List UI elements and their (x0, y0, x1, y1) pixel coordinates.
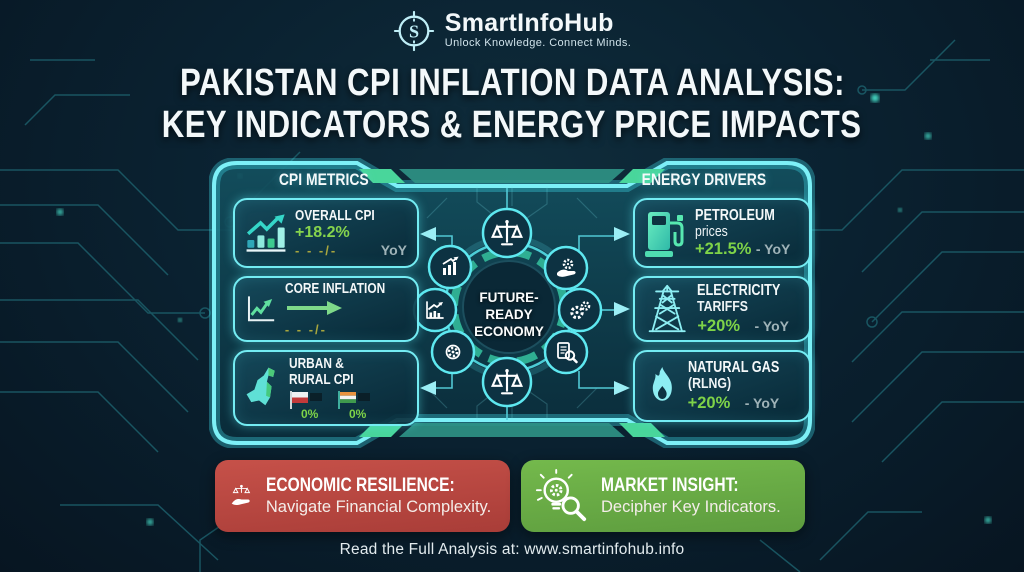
petroleum-text: PETROLEUM prices +21.5% - YoY (695, 207, 792, 259)
electricity-value: +20% (697, 317, 741, 335)
core-inflation-title: CORE INFLATION (284, 281, 386, 297)
top-notch-right-accent (619, 169, 665, 183)
energy-drivers-header: ENERGY DRIVERS (641, 170, 767, 189)
natural-gas-subtitle: (RLNG) (687, 375, 731, 392)
top-notch-strip (399, 169, 625, 183)
tricolor-flag-icon (338, 390, 370, 409)
electricity-period: - YoY (754, 318, 790, 334)
flag-cell-2: 0% (337, 390, 371, 421)
red-white-flag-icon (290, 390, 322, 409)
market-insight-text: MARKET INSIGHT: Decipher Key Indicators. (601, 475, 781, 517)
hand-gear-icon-node (543, 245, 589, 291)
core-inflation-card: CORE INFLATION - - -/- (233, 276, 419, 342)
flags-row: 0% 0% (289, 390, 407, 421)
fuel-pump-icon (645, 212, 684, 257)
scale-hand-icon (231, 484, 251, 506)
electricity-card: ELECTRICITY TARIFFS +20% - YoY (633, 276, 811, 342)
pakistan-map-icon (246, 367, 275, 406)
petroleum-title: PETROLEUM (695, 207, 775, 224)
hub-label: FUTURE-READY ECONOMY (474, 290, 544, 339)
trend-flat-arrow-icon (286, 301, 342, 315)
core-inflation-dashes: - - -/- (284, 322, 327, 337)
power-tower-icon (648, 284, 686, 333)
economic-resilience-title: ECONOMIC RESILIENCE: (265, 475, 455, 496)
overall-cpi-dashes: - - -/- (295, 243, 338, 258)
hub-satellites (412, 207, 603, 408)
petroleum-subtitle: prices (695, 223, 728, 240)
overall-cpi-text: OVERALL CPI +18.2% - - -/- YoY (295, 208, 407, 258)
gears-icon-node (557, 287, 603, 333)
urban-rural-cpi-card: URBAN & RURAL CPI 0% (233, 350, 419, 426)
overall-cpi-period: YoY (380, 242, 407, 258)
bulb-gear-search-icon (535, 469, 587, 522)
bar-chart-arrow-icon-node (427, 244, 473, 290)
petroleum-period: - YoY (755, 241, 791, 257)
natural-gas-card: NATURAL GAS (RLNG) +20% - YoY (633, 350, 811, 422)
line-chart-icon (247, 296, 275, 322)
panel-frame (212, 161, 812, 445)
top-notch-left-accent (359, 169, 405, 183)
page-title: PAKISTAN CPI INFLATION DATA ANALYSIS: KE… (0, 62, 1024, 146)
hub-inner-circle (462, 260, 556, 354)
economic-resilience-subtitle: Navigate Financial Complexity. (265, 498, 492, 516)
electricity-title: ELECTRICITY (697, 282, 781, 299)
flame-icon (652, 366, 672, 401)
main-panel: CPI METRICS ENERGY DRIVERS FUTURE-READY E… (209, 158, 815, 448)
urban-rural-text: URBAN & RURAL CPI 0% (289, 356, 407, 421)
bar-chart-up-icon (246, 214, 286, 252)
footer-text: Read the Full Analysis at: www.smartinfo… (339, 541, 685, 558)
bottom-notch-strip (399, 423, 625, 437)
flag-2-value: 0% (349, 406, 367, 421)
core-inflation-text: CORE INFLATION - - -/- (285, 281, 407, 337)
line-bar-chart-icon-node (412, 287, 458, 333)
overall-cpi-value: +18.2% (295, 224, 350, 241)
natural-gas-value: +20% (687, 394, 731, 412)
scales-icon-bottom (481, 356, 533, 408)
economic-resilience-text: ECONOMIC RESILIENCE: Navigate Financial … (266, 475, 496, 517)
bottom-notch-left-accent (359, 423, 405, 437)
doc-search-icon-node (543, 329, 589, 375)
urban-rural-title: URBAN & RURAL CPI (289, 355, 354, 388)
economic-resilience-card: ECONOMIC RESILIENCE: Navigate Financial … (215, 460, 510, 532)
natural-gas-text: NATURAL GAS (RLNG) +20% - YoY (688, 359, 799, 413)
market-insight-title: MARKET INSIGHT: (601, 475, 739, 496)
scales-icon-top (481, 207, 533, 259)
petroleum-value: +21.5% (695, 240, 752, 258)
bottom-notch-right-accent (619, 423, 665, 437)
electricity-text: ELECTRICITY TARIFFS +20% - YoY (697, 282, 799, 336)
natural-gas-period: - YoY (744, 395, 780, 411)
svg-text:S: S (409, 22, 419, 42)
flag-cell-1: 0% (289, 390, 323, 421)
smartinfohub-logo-icon: S (393, 10, 434, 52)
brand-header: S SmartInfoHub Unlock Knowledge. Connect… (0, 10, 1024, 52)
wheel-icon-node (430, 329, 476, 375)
market-insight-card: MARKET INSIGHT: Decipher Key Indicators. (521, 460, 805, 532)
brand-tagline: Unlock Knowledge. Connect Minds. (444, 37, 632, 49)
title-line-1: PAKISTAN CPI INFLATION DATA ANALYSIS: (179, 62, 845, 104)
cpi-metrics-header: CPI METRICS (279, 170, 369, 189)
title-line-2: KEY INDICATORS & ENERGY PRICE IMPACTS (162, 104, 862, 146)
market-insight-subtitle: Decipher Key Indicators. (601, 498, 781, 516)
electricity-subtitle: TARIFFS (697, 298, 749, 315)
brand-text: SmartInfoHub Unlock Knowledge. Connect M… (445, 10, 631, 49)
overall-cpi-card: OVERALL CPI +18.2% - - -/- YoY (233, 198, 419, 268)
flag-1-value: 0% (301, 406, 319, 421)
natural-gas-title: NATURAL GAS (687, 359, 779, 376)
overall-cpi-title: OVERALL CPI (295, 208, 375, 224)
petroleum-card: PETROLEUM prices +21.5% - YoY (633, 198, 811, 268)
brand-name: SmartInfoHub (444, 9, 614, 37)
